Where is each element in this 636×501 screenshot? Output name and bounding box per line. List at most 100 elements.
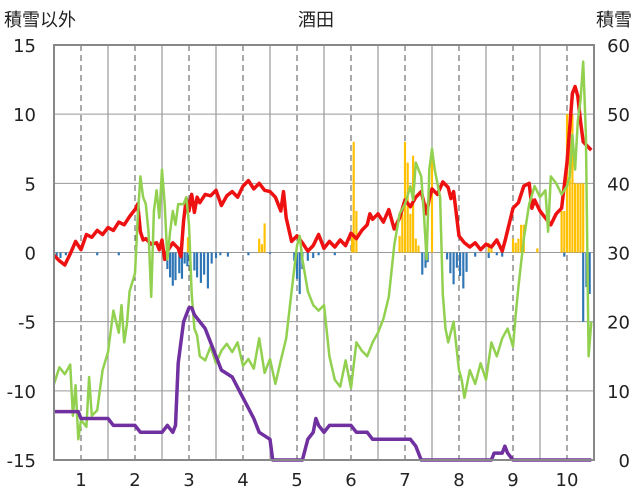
bar xyxy=(199,252,202,283)
bar xyxy=(455,252,458,268)
bar xyxy=(298,252,301,294)
bar xyxy=(293,252,296,261)
bar xyxy=(260,244,263,253)
bar xyxy=(495,252,498,256)
right-axis-label: 積雪 xyxy=(596,10,632,31)
bar xyxy=(59,252,62,259)
x-tick-label: 6 xyxy=(345,470,356,491)
bar xyxy=(563,211,566,253)
bar xyxy=(117,252,120,256)
bar xyxy=(421,252,424,275)
bar xyxy=(169,252,172,278)
bar xyxy=(214,252,218,259)
bar xyxy=(203,252,206,275)
bar xyxy=(446,252,449,260)
bar xyxy=(424,252,427,268)
bar xyxy=(430,148,434,253)
bar xyxy=(536,248,539,253)
bar xyxy=(474,252,477,257)
bar xyxy=(96,252,99,256)
bar xyxy=(268,252,272,254)
bar xyxy=(520,224,523,253)
bar xyxy=(406,162,409,253)
bar xyxy=(333,252,336,256)
bar xyxy=(183,252,186,264)
left-axis-label: 積雪以外 xyxy=(4,10,76,31)
x-tick-label: 9 xyxy=(507,470,518,491)
x-tick-label: 1 xyxy=(75,470,86,491)
right-tick-label: 40 xyxy=(607,174,630,195)
bar xyxy=(219,252,222,256)
left-tick-label: 0 xyxy=(25,244,36,265)
bar xyxy=(568,114,571,253)
line-series xyxy=(52,60,593,462)
bar xyxy=(459,252,462,277)
bar xyxy=(490,248,493,253)
chart-title: 酒田 xyxy=(298,10,334,31)
bar xyxy=(582,183,585,253)
bar xyxy=(55,252,58,257)
bar xyxy=(579,183,582,253)
bar xyxy=(465,252,468,272)
bar xyxy=(563,252,566,257)
bar xyxy=(514,242,517,253)
left-tick-label: 5 xyxy=(25,174,36,195)
bar xyxy=(398,235,401,253)
bar xyxy=(317,252,320,256)
bar xyxy=(193,252,196,271)
bar xyxy=(417,245,420,253)
bar xyxy=(452,252,455,285)
green-line-series xyxy=(52,60,593,441)
right-tick-label: 50 xyxy=(607,105,630,126)
x-tick-label: 7 xyxy=(399,470,410,491)
bar xyxy=(206,252,209,289)
bar xyxy=(355,211,358,253)
bar xyxy=(171,252,174,286)
left-axis-ticks: 15 10 5 0 -5 -10 -15 xyxy=(7,36,36,472)
right-tick-label: 60 xyxy=(607,36,630,57)
x-tick-label: 4 xyxy=(237,470,248,491)
bar xyxy=(210,252,213,264)
bar xyxy=(487,252,490,259)
left-tick-label: 15 xyxy=(13,36,36,57)
bar xyxy=(511,238,515,253)
left-tick-label: 10 xyxy=(13,105,36,126)
bar xyxy=(178,252,181,274)
bar xyxy=(186,252,189,267)
bar xyxy=(582,252,585,322)
x-tick-label: 3 xyxy=(183,470,194,491)
bar xyxy=(501,252,504,257)
bar xyxy=(352,141,355,253)
bar xyxy=(180,252,184,279)
bar xyxy=(351,233,354,253)
x-tick-label: 10 xyxy=(556,470,579,491)
bar xyxy=(487,242,490,253)
right-tick-label: 20 xyxy=(607,313,630,334)
bar xyxy=(312,252,315,259)
left-tick-label: -5 xyxy=(18,313,36,334)
grid xyxy=(54,44,594,461)
bar xyxy=(588,252,591,294)
bar xyxy=(196,252,199,278)
bar xyxy=(306,252,309,261)
right-tick-label: 10 xyxy=(607,382,630,403)
bar xyxy=(571,114,574,253)
bar xyxy=(247,252,250,256)
right-tick-label: 0 xyxy=(619,451,630,472)
bar xyxy=(64,252,67,256)
bar xyxy=(174,252,177,281)
bar xyxy=(401,213,404,253)
right-tick-label: 30 xyxy=(607,244,630,265)
bar xyxy=(414,238,417,253)
x-tick-label: 8 xyxy=(453,470,464,491)
x-axis-ticks: 1 2 3 4 5 6 7 8 9 10 xyxy=(75,470,578,491)
right-axis-ticks: 60 50 40 30 20 10 0 xyxy=(607,36,630,472)
plot-frame xyxy=(53,44,595,461)
left-tick-label: -10 xyxy=(7,382,36,403)
bar xyxy=(258,238,261,253)
bar xyxy=(449,252,452,274)
bar xyxy=(403,141,407,253)
bar xyxy=(226,252,229,257)
bar xyxy=(576,183,579,253)
left-tick-label: -15 xyxy=(7,451,36,472)
